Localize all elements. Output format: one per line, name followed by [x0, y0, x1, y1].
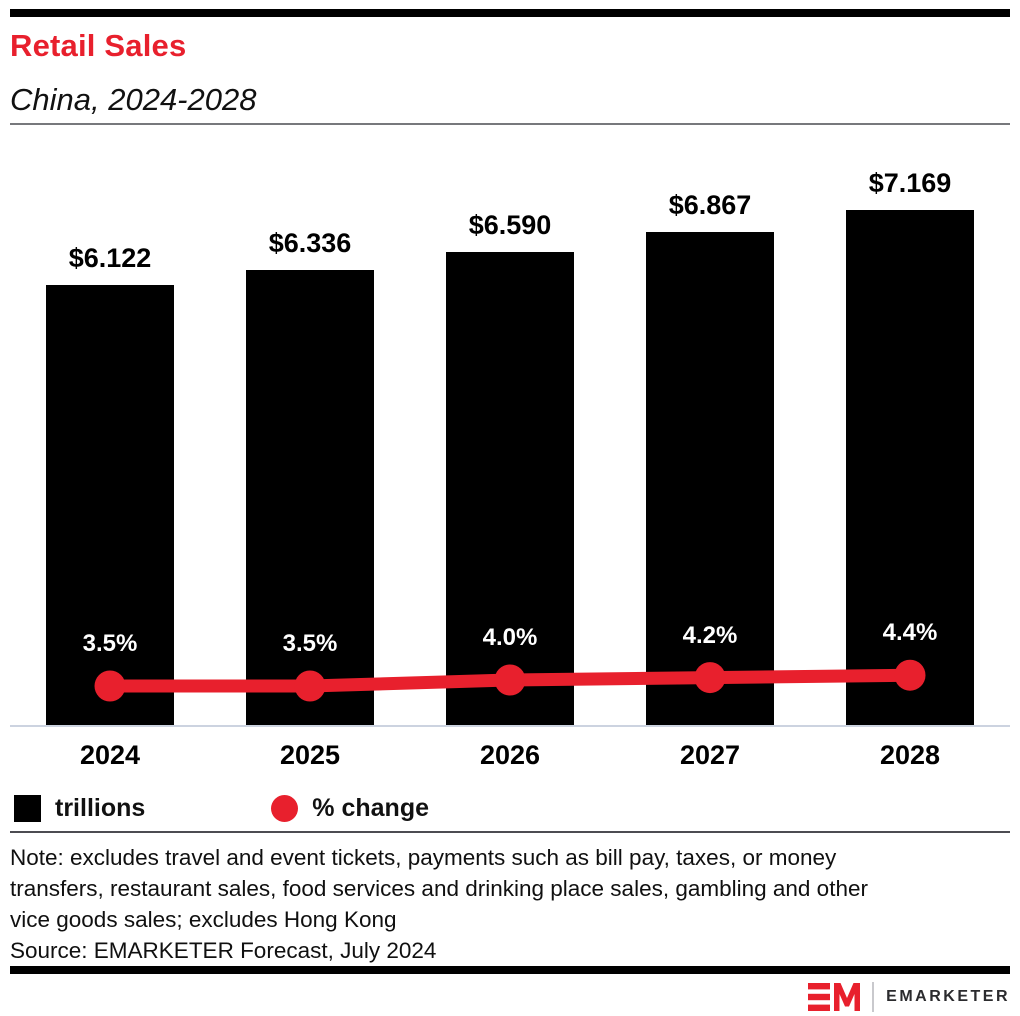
x-axis-label-2024: 2024 [79, 740, 141, 770]
bar-2027 [646, 231, 774, 725]
legend-bar-swatch [14, 794, 41, 822]
bar-value-label-2026: $6.590 [468, 209, 552, 240]
x-axis-label-2028: 2028 [879, 740, 941, 770]
bar-2024 [46, 285, 174, 725]
bar-2028 [846, 210, 974, 725]
bar-value-label-2028: $7.169 [868, 168, 952, 198]
pct-change-label-2028: 4.4% [882, 619, 938, 647]
pct-change-label-2024: 3.5% [82, 630, 138, 657]
brand-footer: EMARKETER [0, 978, 1010, 1016]
pct-change-label-2026: 4.0% [482, 624, 538, 651]
bar-value-label-2024: $6.122 [68, 243, 152, 274]
bar-2025 [246, 269, 374, 725]
pct-change-label-2025: 3.5% [282, 630, 338, 657]
brand-divider [872, 982, 875, 1012]
brand-name: EMARKETER [886, 988, 1010, 1005]
top-border-bar [10, 9, 1010, 17]
bar-2026 [446, 251, 574, 725]
x-axis-label-2025: 2025 [279, 740, 341, 770]
pct-change-label-2027: 4.2% [682, 621, 738, 649]
header-divider [10, 123, 1010, 125]
legend-divider [10, 831, 1010, 833]
chart-title: Retail Sales [10, 28, 187, 63]
legend-label-trillions: trillions [55, 793, 146, 822]
bottom-border-bar [10, 966, 1010, 974]
chart-source: Source: EMARKETER Forecast, July 2024 [10, 938, 437, 963]
bar-value-label-2025: $6.336 [268, 227, 352, 258]
x-axis-label-2027: 2027 [679, 740, 741, 770]
x-axis-label-2026: 2026 [479, 740, 541, 770]
chart-legend: trillions % change [14, 793, 429, 823]
chart-subtitle: China, 2024-2028 [10, 82, 257, 117]
legend-line-swatch [271, 794, 299, 822]
bar-value-label-2027: $6.867 [668, 189, 752, 220]
x-axis-baseline [10, 725, 1010, 727]
chart-note: Note: excludes travel and event tickets,… [10, 845, 868, 932]
emarketer-logo-icon [808, 983, 861, 1011]
legend-label-pct-change: % change [312, 793, 429, 822]
